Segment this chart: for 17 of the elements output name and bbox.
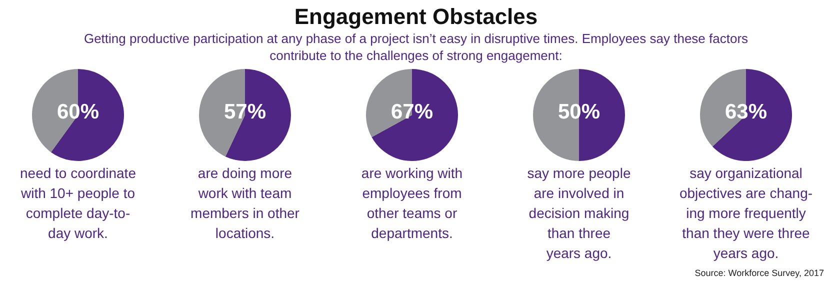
data-label: 60%: [56, 100, 100, 124]
data-label: 50%: [558, 100, 600, 124]
text: Getting productive participation at any phase of a project isn’t easy in disruptive times. Employees say these factors contribute to the challenges of strong engagement:: [84, 31, 749, 63]
pie-slice: [50, 69, 124, 161]
text: are working with employees from other teams or departments.: [361, 165, 463, 241]
pie-slice: [372, 69, 458, 161]
data-label: 67%: [390, 100, 434, 124]
text: say more people are involved in decision making than three years ago.: [527, 165, 631, 261]
pie-slice: [225, 69, 291, 161]
data-label: 63%: [724, 100, 768, 124]
text: Engagement Obstacles: [294, 4, 538, 29]
source-note: Source: Workforce Survey, 2017: [694, 268, 824, 278]
text: are doing more work with team members in other locations.: [190, 165, 300, 241]
pie-slice: [712, 69, 792, 161]
text: need to coordinate with 10+ people to complete day-to- day work.: [20, 165, 136, 241]
text: say organizational objectives are chang- ing more frequently than they were three years ago.: [679, 165, 813, 261]
data-label: 57%: [224, 100, 266, 124]
